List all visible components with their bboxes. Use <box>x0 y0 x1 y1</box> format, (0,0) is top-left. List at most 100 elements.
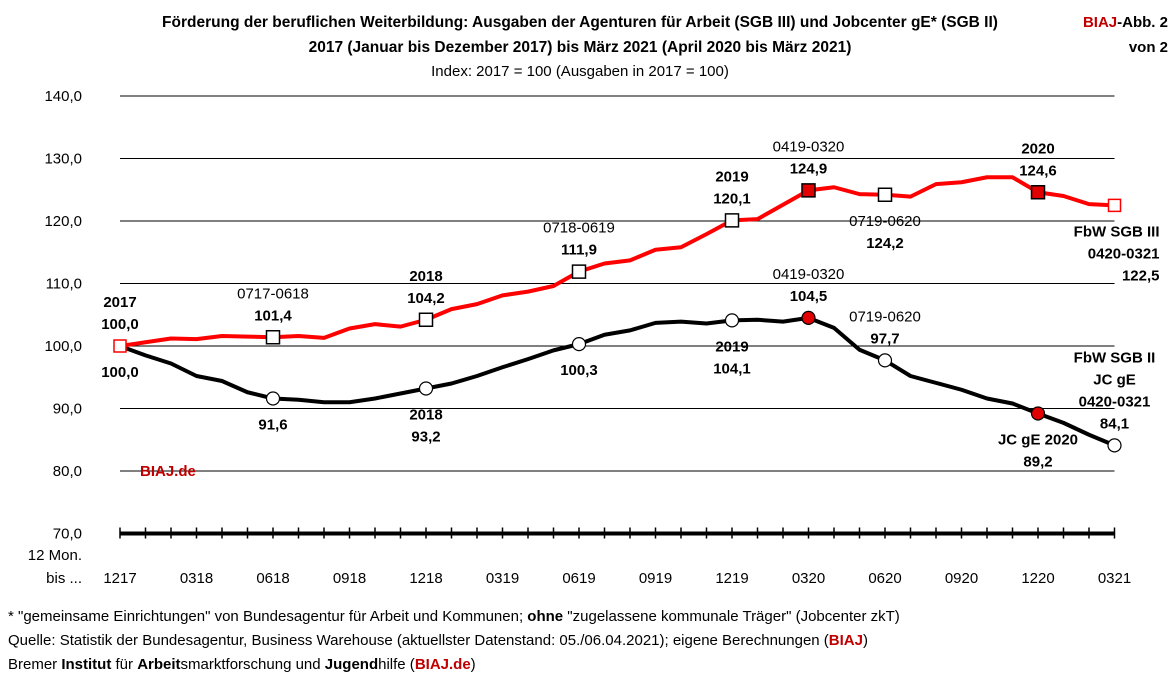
annotation-line: JC gE 2020 <box>998 432 1078 449</box>
annotation-line: 0717-0618 <box>237 285 309 302</box>
footer-inst-link[interactable]: BIAJ.de <box>414 656 471 673</box>
x-tick-label: 0920 <box>945 570 978 587</box>
annotation-label: 100,0 <box>101 364 139 381</box>
annotation-line: 124,9 <box>790 160 828 177</box>
marker-open-circle <box>877 353 893 368</box>
annotation-label: 0718-0619 111,9 <box>543 220 615 259</box>
annotation-line: 93,2 <box>411 429 440 446</box>
annotation-label: 0419-0320 124,9 <box>773 138 845 177</box>
marker-red-square <box>801 183 816 198</box>
footer-note-b: ohne <box>527 608 564 625</box>
footer-inst-f: Jugend <box>324 656 379 673</box>
footer-inst-b: Institut <box>61 656 112 673</box>
footer-source-c: ) <box>862 632 868 649</box>
figure-badge-line1: BIAJ-Abb. 2 <box>1083 14 1168 31</box>
x-tick-label: 1217 <box>103 570 136 587</box>
annotation-line: 124,2 <box>866 235 904 252</box>
annotation-line: 0420-0321 <box>1079 393 1151 410</box>
marker-red-square <box>1030 185 1046 200</box>
footer-inst-e: smarktforschung und <box>180 656 325 673</box>
annotation-line: FbW SGB III <box>1074 223 1160 240</box>
footer-institute: Bremer Institut für Arbeitsmarktforschun… <box>8 654 476 676</box>
annotation-line: 104,2 <box>407 290 445 307</box>
annotation-line: 91,6 <box>258 417 287 434</box>
annotation-line: JC gE <box>1093 371 1136 388</box>
annotation-line: FbW SGB II <box>1074 349 1156 366</box>
annotation-line: 2018 <box>409 407 442 424</box>
annotation-line: 0719-0620 <box>849 213 921 230</box>
chart-title-line2: 2017 (Januar bis Dezember 2017) bis März… <box>309 39 852 56</box>
figure-badge-brand: BIAJ <box>1083 14 1117 31</box>
annotation-label: 0719-0620 97,7 <box>849 308 921 347</box>
marker-open-red-square <box>1107 198 1122 213</box>
annotation-label: 0717-0618 101,4 <box>237 285 309 324</box>
footer-inst-c: für <box>111 656 138 673</box>
annotation-line: 97,7 <box>870 330 899 347</box>
marker-open-circle <box>265 391 281 406</box>
footer-inst-d: Arbeit <box>137 656 181 673</box>
x-tick-label: 0919 <box>639 570 672 587</box>
annotation-line: 0719-0620 <box>849 308 921 325</box>
label-layer: 2017 100,0 0717-0618 101,4 2018 104,2 0718-061… <box>101 138 1159 470</box>
annotation-line: 84,1 <box>1100 415 1129 432</box>
x-tick-label: 0918 <box>333 570 366 587</box>
annotation-line: 2019 <box>715 168 748 185</box>
annotation-line: 104,1 <box>713 360 751 377</box>
annotation-line: 0419-0320 <box>773 266 845 283</box>
annotation-line: 2020 <box>1021 140 1054 157</box>
annotation-label: 0419-0320 104,5 <box>773 266 845 305</box>
annotation-line: 124,6 <box>1019 162 1057 179</box>
chart: Förderung der beruflichen Weiterbildung:… <box>28 14 1168 587</box>
grid-layer <box>120 95 1115 472</box>
annotation-label: 2018 104,2 <box>407 268 445 307</box>
annotation-line: 2018 <box>409 268 442 285</box>
x-tick-label: 0618 <box>256 570 289 587</box>
annotation-line: 2017 <box>103 294 136 311</box>
x-tick-label: 0620 <box>868 570 901 587</box>
annotation-line: 100,0 <box>101 316 139 333</box>
marker-open-circle <box>1107 438 1122 453</box>
series-line-sgb3 <box>119 175 1115 348</box>
annotation-line: 122,5 <box>1122 267 1160 284</box>
marker-open-square <box>265 330 281 345</box>
figure-badge-rest: -Abb. 2 <box>1117 14 1168 31</box>
axis-layer: 70,0 80,0 90,0 100,0 110,0 120,0 130,0 140,0 121… <box>44 88 1131 587</box>
marker-open-red-square <box>113 339 127 353</box>
series-line-sgb2 <box>119 315 1116 448</box>
marker-open-square <box>877 187 893 202</box>
y-tick-label: 70,0 <box>53 526 82 543</box>
marker-red-circle <box>1030 406 1046 421</box>
footer-note: * "gemeinsame Einrichtungen" von Bundesa… <box>8 606 900 628</box>
annotation-label: 0719-0620 124,2 <box>849 213 921 252</box>
annotation-label: 2018 93,2 <box>409 407 442 446</box>
series-layer <box>119 175 1116 448</box>
y-tick-label: 140,0 <box>44 88 82 105</box>
annotation-line: 0718-0619 <box>543 220 615 237</box>
y-tick-label: 110,0 <box>46 276 82 293</box>
annotation-line: 0420-0321 <box>1088 245 1160 262</box>
footer-inst-g: hilfe ( <box>378 656 415 673</box>
figure-badge-line2: von 2 <box>1129 39 1168 56</box>
x-tick-label: 0619 <box>562 570 595 587</box>
annotation-line: 100,3 <box>560 362 598 379</box>
annotation-line: 2019 <box>715 338 748 355</box>
annotation-label: 2017 100,0 <box>101 294 139 333</box>
x-tick-label: 0319 <box>486 570 519 587</box>
y-tick-label: 100,0 <box>44 338 82 355</box>
footer-inst-i: ) <box>470 656 476 673</box>
annotation-label: 100,3 <box>560 362 598 379</box>
annotation-label: 2020 124,6 <box>1019 140 1057 179</box>
x-tick-label: 0320 <box>792 570 825 587</box>
annotation-line: 100,0 <box>101 364 139 381</box>
footer-source-a: Quelle: Statistik der Bundesagentur, Bus… <box>8 632 829 649</box>
marker-open-square <box>571 264 587 279</box>
watermark: BIAJ.de <box>140 463 196 480</box>
annotation-line: 120,1 <box>713 190 751 207</box>
marker-open-square <box>418 312 434 327</box>
annotation-line: 89,2 <box>1023 454 1052 471</box>
footer-note-a: * "gemeinsame Einrichtungen" von Bundesa… <box>8 608 528 625</box>
marker-red-circle <box>801 310 816 325</box>
annotation-line: 104,5 <box>790 288 828 305</box>
y-tick-label: 130,0 <box>44 151 82 168</box>
annotation-label: FbW SGB III 0420-0321 122,5 <box>1074 223 1160 284</box>
